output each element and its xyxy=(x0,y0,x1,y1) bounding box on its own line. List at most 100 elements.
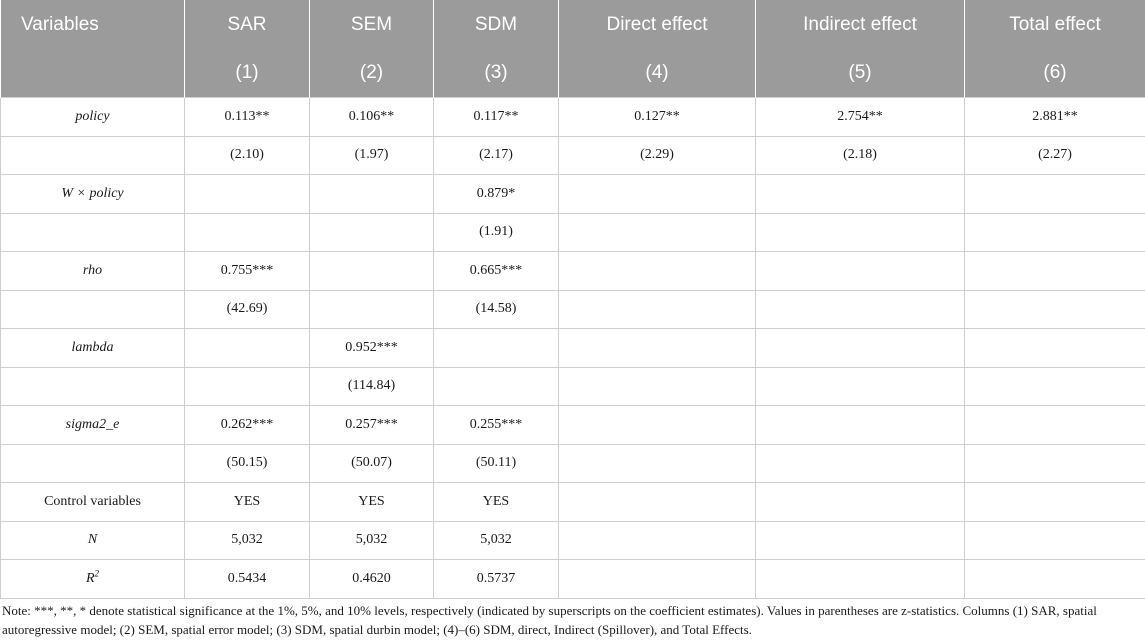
table-cell: 0.255*** xyxy=(433,405,559,445)
row-label-text: lambda xyxy=(71,339,114,355)
table-note: Note: ***, **, * denote statistical sign… xyxy=(2,603,1097,637)
table-cell: 0.665*** xyxy=(433,251,559,291)
table-cell xyxy=(558,366,756,406)
header-direct-effect: Direct effect xyxy=(558,0,756,49)
table-row: (1.91) xyxy=(0,212,1145,252)
table-cell xyxy=(964,289,1145,329)
table-cell: (1.97) xyxy=(309,135,434,175)
header-sem: SEM xyxy=(309,0,434,49)
table-cell: (50.07) xyxy=(309,443,434,483)
table-cell: YES xyxy=(184,482,310,522)
table-cell: 0.262*** xyxy=(184,405,310,445)
table-cell xyxy=(558,482,756,522)
table-row: R2 0.5434 0.4620 0.5737 xyxy=(0,559,1145,599)
table-cell xyxy=(184,174,310,214)
table-cell: (114.84) xyxy=(309,366,434,406)
table-cell xyxy=(755,559,965,599)
table-cell: YES xyxy=(309,482,434,522)
row-label: W × policy xyxy=(0,174,185,214)
table-cell xyxy=(964,366,1145,406)
table-cell: 5,032 xyxy=(184,520,310,560)
table-cell: 0.5737 xyxy=(433,559,559,599)
row-label-superscript: 2 xyxy=(94,568,100,579)
table-cell: (50.11) xyxy=(433,443,559,483)
table-cell xyxy=(558,520,756,560)
table-cell: 0.755*** xyxy=(184,251,310,291)
table-cell: 0.106** xyxy=(309,97,434,137)
header-sub-empty xyxy=(0,49,185,98)
row-label: sigma2_e xyxy=(0,405,185,445)
table-row: (50.15) (50.07) (50.11) xyxy=(0,443,1145,483)
table-cell: 5,032 xyxy=(309,520,434,560)
row-label-text: W × policy xyxy=(61,185,124,201)
table-cell xyxy=(755,251,965,291)
row-label-text: rho xyxy=(82,262,103,278)
table-cell: (42.69) xyxy=(184,289,310,329)
table-cell xyxy=(964,520,1145,560)
table-row: (2.10) (1.97) (2.17) (2.29) (2.18) (2.27) xyxy=(0,135,1145,175)
table-cell: (50.15) xyxy=(184,443,310,483)
table-cell xyxy=(964,174,1145,214)
row-label: N xyxy=(0,520,185,560)
table-cell: 0.879* xyxy=(433,174,559,214)
row-label: rho xyxy=(0,251,185,291)
table-cell: 0.257*** xyxy=(309,405,434,445)
table-cell xyxy=(755,366,965,406)
header-sub-5: (5) xyxy=(755,49,965,98)
table-cell: (14.58) xyxy=(433,289,559,329)
table-cell: (2.10) xyxy=(184,135,310,175)
table-cell xyxy=(964,559,1145,599)
table-cell xyxy=(558,251,756,291)
table-row: Control variables YES YES YES xyxy=(0,482,1145,522)
table-cell: 0.127** xyxy=(558,97,756,137)
table-cell: YES xyxy=(433,482,559,522)
table-cell: 0.952*** xyxy=(309,328,434,368)
table-cell xyxy=(433,328,559,368)
table-cell xyxy=(433,366,559,406)
table-row: (42.69) (14.58) xyxy=(0,289,1145,329)
table-cell xyxy=(558,328,756,368)
table-cell xyxy=(309,289,434,329)
row-label-text: N xyxy=(87,532,98,548)
row-label: policy xyxy=(0,97,185,137)
header-sdm: SDM xyxy=(433,0,559,49)
row-label-text: R xyxy=(85,570,95,586)
table-cell xyxy=(964,328,1145,368)
table-cell: (2.18) xyxy=(755,135,965,175)
table-row: policy 0.113** 0.106** 0.117** 0.127** 2.754*… xyxy=(0,97,1145,137)
table-cell xyxy=(755,174,965,214)
table-cell xyxy=(755,212,965,252)
table-row: rho 0.755*** 0.665*** xyxy=(0,251,1145,291)
row-label xyxy=(0,289,185,329)
table-header: Variables SAR SEM SDM Direct effect Indi… xyxy=(0,0,1145,98)
table-cell: 5,032 xyxy=(433,520,559,560)
header-sub-3: (3) xyxy=(433,49,559,98)
row-label xyxy=(0,212,185,252)
table-cell xyxy=(184,212,310,252)
table-cell xyxy=(964,212,1145,252)
row-label xyxy=(0,135,185,175)
table-cell xyxy=(755,443,965,483)
row-label: R2 xyxy=(0,559,185,599)
table-cell: 2.881** xyxy=(964,97,1145,137)
header-sub-1: (1) xyxy=(184,49,310,98)
table-cell xyxy=(755,289,965,329)
table-cell xyxy=(558,405,756,445)
header-sub-6: (6) xyxy=(964,49,1145,98)
table-cell xyxy=(309,251,434,291)
table-cell xyxy=(309,174,434,214)
table-cell: 2.754** xyxy=(755,97,965,137)
table-cell: 0.113** xyxy=(184,97,310,137)
table-cell: (1.91) xyxy=(433,212,559,252)
table-row: W × policy 0.879* xyxy=(0,174,1145,214)
header-sar: SAR xyxy=(184,0,310,49)
row-label: Control variables xyxy=(0,482,185,522)
table-cell xyxy=(558,443,756,483)
results-table: Variables SAR SEM SDM Direct effect Indi… xyxy=(0,0,1145,599)
row-label xyxy=(0,443,185,483)
header-sub-2: (2) xyxy=(309,49,434,98)
table-cell xyxy=(755,482,965,522)
table-cell xyxy=(755,405,965,445)
header-row-titles: Variables SAR SEM SDM Direct effect Indi… xyxy=(0,0,1145,49)
row-label xyxy=(0,366,185,406)
